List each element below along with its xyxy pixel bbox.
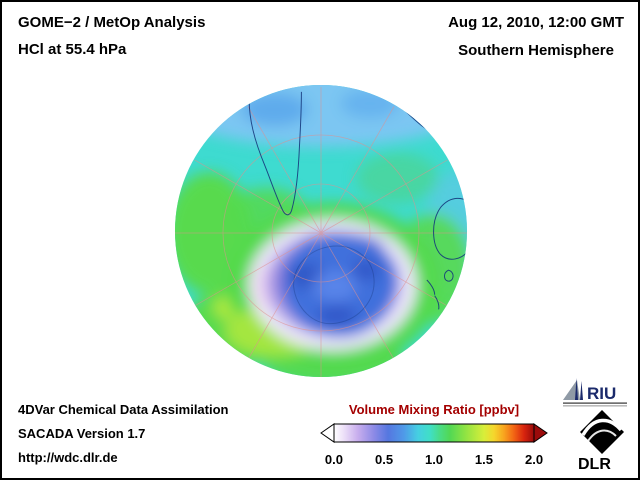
polar-vortex-feature <box>224 202 439 370</box>
footer-credits: 4DVar Chemical Data Assimilation SACADA … <box>18 403 229 464</box>
assimilation-label: 4DVar Chemical Data Assimilation <box>18 402 229 417</box>
riu-underline-1 <box>563 402 627 404</box>
dlr-swoosh-icon <box>581 418 623 436</box>
tasmania-coast <box>443 269 454 282</box>
date-label: Aug 12, 2010, 12:00 GMT <box>448 14 624 31</box>
dlr-diamond-icon <box>580 410 624 454</box>
colorbar-scale <box>320 423 548 443</box>
dlr-swoosh-icon-2 <box>587 429 617 442</box>
riu-logo: RIU <box>562 377 630 409</box>
colorbar-tick-labels: 0.0 0.5 1.0 1.5 2.0 <box>320 452 548 467</box>
tick-label-0: 0.0 <box>324 452 343 467</box>
riu-cathedral-icon-2 <box>580 381 583 400</box>
tick-label-2: 1.0 <box>424 452 444 467</box>
riu-underline-2 <box>563 405 627 407</box>
dlr-logo-text: DLR <box>578 456 611 472</box>
colorbar-under-arrow <box>320 423 335 443</box>
data-center-url: http://wdc.dlr.de <box>18 450 118 465</box>
tick-label-1: 0.5 <box>375 452 394 467</box>
species-level-label: HCl at 55.4 hPa <box>18 41 127 58</box>
riu-logo-text: RIU <box>587 384 616 403</box>
dlr-logo: DLR <box>558 408 632 473</box>
tick-label-3: 1.5 <box>474 452 493 467</box>
colorbar-over-arrow <box>533 423 548 443</box>
riu-cathedral-icon <box>575 378 578 400</box>
globe-svg <box>174 84 468 378</box>
version-label: SACADA Version 1.7 <box>18 426 146 441</box>
header-left: GOME−2 / MetOp Analysis HCl at 55.4 hPa <box>18 15 205 57</box>
new-zealand-coast <box>426 279 440 310</box>
colorbar: Volume Mixing Ratio [ppbv] 0.0 0.5 1.0 1… <box>320 402 548 467</box>
hemisphere-map <box>174 84 468 378</box>
header-right: Aug 12, 2010, 12:00 GMT Southern Hemisph… <box>448 15 624 58</box>
colorbar-gradient-bar <box>333 423 535 443</box>
colorbar-title: Volume Mixing Ratio [ppbv] <box>348 402 520 417</box>
riu-logo-graphic: RIU <box>563 378 627 407</box>
graticule <box>174 86 468 378</box>
dlr-logo-graphic: DLR <box>578 410 624 473</box>
south-america-coast <box>248 91 302 216</box>
tick-label-4: 2.0 <box>525 452 544 467</box>
analysis-title: GOME−2 / MetOp Analysis <box>18 14 206 31</box>
antarctica-coast <box>293 245 375 325</box>
hemisphere-label: Southern Hemisphere <box>458 42 614 59</box>
